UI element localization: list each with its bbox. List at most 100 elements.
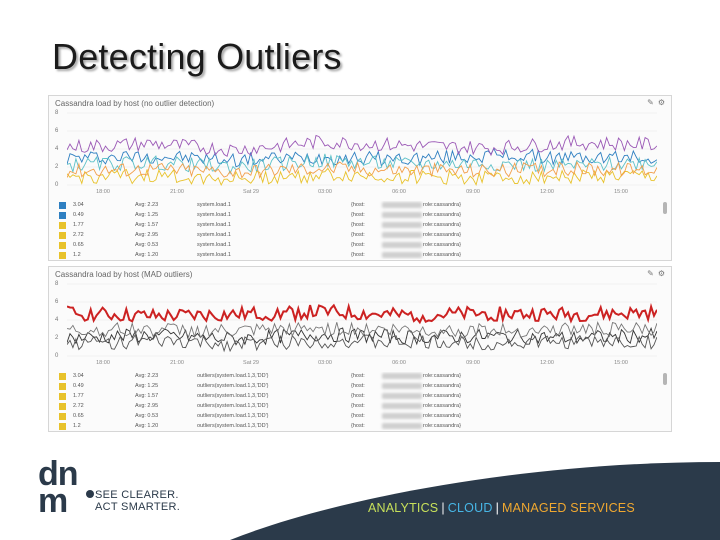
legend-row[interactable]: 1.2 Avg: 1.20 outliers(system.load.1,3,'DD… bbox=[55, 422, 655, 430]
legend-host-tail: role:cassandra} bbox=[423, 252, 461, 258]
line-chart-mad-outliers[interactable] bbox=[67, 281, 657, 359]
graph-panel-no-outlier: Cassandra load by host (no outlier detec… bbox=[48, 95, 672, 261]
series-line bbox=[67, 147, 657, 168]
legend-host-tail: role:cassandra} bbox=[423, 202, 461, 208]
legend-metric: outliers(system.load.1,3,'DD') bbox=[197, 383, 269, 389]
y-tick: 2 bbox=[55, 164, 59, 170]
legend-host-tail: role:cassandra} bbox=[423, 383, 461, 389]
legend-value: 0.49 bbox=[73, 212, 84, 218]
legend-metric: outliers(system.load.1,3,'DD') bbox=[197, 393, 269, 399]
legend-host: {host: bbox=[351, 252, 365, 258]
legend-row[interactable]: 1.77 Avg: 1.57 outliers(system.load.1,3,'D… bbox=[55, 392, 655, 402]
legend-host: {host: bbox=[351, 373, 365, 379]
x-tick: 06:00 bbox=[392, 189, 406, 195]
series-line bbox=[67, 167, 657, 187]
legend-row[interactable]: 0.49 Avg: 1.25 system.load.1 {host: role:cas… bbox=[55, 211, 655, 221]
legend-avg: Avg: 1.20 bbox=[135, 252, 159, 258]
series-swatch bbox=[59, 373, 66, 380]
y-tick: 6 bbox=[55, 299, 59, 305]
legend-avg: Avg: 2.23 bbox=[135, 202, 159, 208]
legend-host-tail: role:cassandra} bbox=[423, 242, 461, 248]
redacted-hostname bbox=[382, 403, 422, 409]
legend-row[interactable]: 0.65 Avg: 0.53 system.load.1 {host: role:cas… bbox=[55, 241, 655, 251]
y-axis: 8 6 4 2 0 bbox=[55, 281, 67, 359]
legend-scrollbar[interactable] bbox=[663, 373, 667, 385]
x-tick: 15:00 bbox=[614, 189, 628, 195]
series-swatch bbox=[59, 212, 66, 219]
separator: | bbox=[495, 501, 500, 515]
legend-row[interactable]: 2.72 Avg: 2.95 system.load.1 {host: role:cas… bbox=[55, 231, 655, 241]
legend-metric: system.load.1 bbox=[197, 212, 231, 218]
legend-row[interactable]: 2.72 Avg: 2.95 outliers(system.load.1,3,'D… bbox=[55, 402, 655, 412]
legend-value: 0.65 bbox=[73, 413, 84, 419]
series-swatch bbox=[59, 222, 66, 229]
legend-avg: Avg: 1.20 bbox=[135, 423, 159, 429]
legend-host: {host: bbox=[351, 202, 365, 208]
legend-row[interactable]: 3.04 Avg: 2.23 outliers(system.load.1,3,'D… bbox=[55, 372, 655, 382]
logo-letters: dn bbox=[38, 455, 79, 493]
legend-row[interactable]: 1.77 Avg: 1.57 system.load.1 {host: role:cas… bbox=[55, 221, 655, 231]
series-swatch bbox=[59, 232, 66, 239]
legend-row[interactable]: 3.04 Avg: 2.23 system.load.1 {host: role:cas… bbox=[55, 201, 655, 211]
legend-host: {host: bbox=[351, 212, 365, 218]
legend-avg: Avg: 1.25 bbox=[135, 212, 159, 218]
x-tick: 03:00 bbox=[318, 189, 332, 195]
y-tick: 2 bbox=[55, 335, 59, 341]
legend-host: {host: bbox=[351, 413, 365, 419]
legend-value: 2.72 bbox=[73, 232, 84, 238]
x-tick: 06:00 bbox=[392, 360, 406, 366]
cloud-label: CLOUD bbox=[447, 501, 493, 515]
edit-icon[interactable]: ✎ bbox=[647, 98, 654, 107]
legend-host: {host: bbox=[351, 383, 365, 389]
legend-value: 0.49 bbox=[73, 383, 84, 389]
legend-avg: Avg: 0.53 bbox=[135, 413, 159, 419]
edit-icon[interactable]: ✎ bbox=[647, 269, 654, 278]
legend-metric: system.load.1 bbox=[197, 242, 231, 248]
series-swatch bbox=[59, 242, 66, 249]
legend-avg: Avg: 1.25 bbox=[135, 383, 159, 389]
series-line bbox=[67, 321, 657, 340]
series-swatch bbox=[59, 423, 66, 430]
logo-letter-m: m bbox=[38, 482, 68, 520]
legend-row[interactable]: 0.65 Avg: 0.53 outliers(system.load.1,3,'D… bbox=[55, 412, 655, 422]
legend-avg: Avg: 2.95 bbox=[135, 232, 159, 238]
legend-host: {host: bbox=[351, 403, 365, 409]
gear-icon[interactable]: ⚙ bbox=[657, 269, 665, 278]
tagline-line-1: SEE CLEARER. bbox=[95, 489, 179, 501]
gear-icon[interactable]: ⚙ bbox=[657, 98, 665, 107]
legend-host-tail: role:cassandra} bbox=[423, 403, 461, 409]
legend-host: {host: bbox=[351, 242, 365, 248]
legend-row[interactable]: 0.49 Avg: 1.25 outliers(system.load.1,3,'D… bbox=[55, 382, 655, 392]
legend-row[interactable]: 1.2 Avg: 1.20 system.load.1 {host: role:cass… bbox=[55, 251, 655, 259]
panel-title: Cassandra load by host (MAD outliers) bbox=[55, 270, 193, 279]
x-tick: 21:00 bbox=[170, 360, 184, 366]
series-swatch bbox=[59, 202, 66, 209]
x-tick: 18:00 bbox=[96, 189, 110, 195]
line-chart-no-outlier[interactable] bbox=[67, 110, 657, 188]
legend-scrollbar[interactable] bbox=[663, 202, 667, 214]
panel-title: Cassandra load by host (no outlier detec… bbox=[55, 99, 215, 108]
legend-metric: system.load.1 bbox=[197, 252, 231, 258]
y-tick: 8 bbox=[55, 110, 59, 116]
legend-host-tail: role:cassandra} bbox=[423, 393, 461, 399]
legend-value: 1.77 bbox=[73, 393, 84, 399]
series-line bbox=[67, 160, 657, 179]
panel-tools: ✎ ⚙ bbox=[643, 269, 665, 278]
redacted-hostname bbox=[382, 413, 422, 419]
series-swatch bbox=[59, 413, 66, 420]
legend-value: 2.72 bbox=[73, 403, 84, 409]
slide-title: Detecting Outliers bbox=[52, 36, 342, 77]
series-line bbox=[67, 333, 657, 353]
x-tick: 15:00 bbox=[614, 360, 628, 366]
redacted-hostname bbox=[382, 202, 422, 208]
legend-avg: Avg: 1.57 bbox=[135, 222, 159, 228]
graph-panel-mad-outliers: Cassandra load by host (MAD outliers) ✎ ⚙… bbox=[48, 266, 672, 432]
x-tick: 09:00 bbox=[466, 189, 480, 195]
legend-value: 0.65 bbox=[73, 242, 84, 248]
legend-avg: Avg: 2.95 bbox=[135, 403, 159, 409]
x-tick: 12:00 bbox=[540, 360, 554, 366]
series-swatch bbox=[59, 383, 66, 390]
y-tick: 0 bbox=[55, 182, 59, 188]
redacted-hostname bbox=[382, 242, 422, 248]
legend-host-tail: role:cassandra} bbox=[423, 222, 461, 228]
